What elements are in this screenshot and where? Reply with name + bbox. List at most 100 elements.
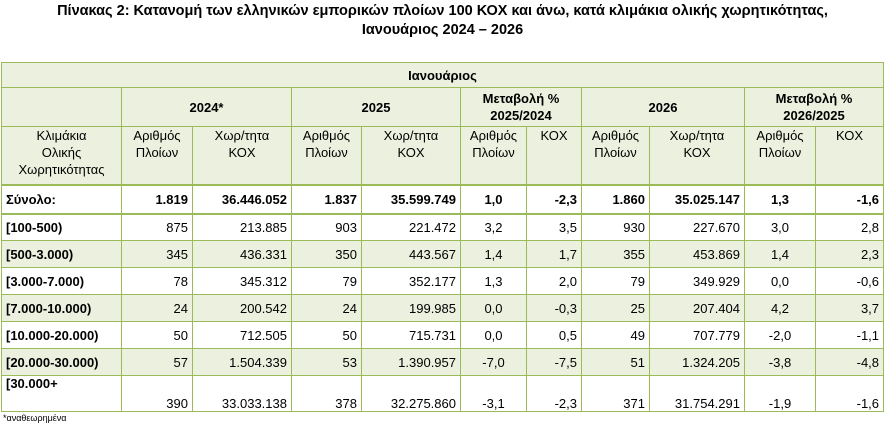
table-cell: 0,5 <box>526 321 582 349</box>
table-cell: -7,5 <box>526 348 582 376</box>
table-cell: 390 <box>121 375 193 412</box>
table-cell: -1,9 <box>744 375 816 412</box>
gt-header-line-1: Χωρ/τητα <box>214 128 270 143</box>
table-cell: -2,3 <box>526 375 582 412</box>
row-label: [3.000-7.000) <box>1 267 122 295</box>
gt-header-line-2: ΚΟΧ <box>228 145 256 160</box>
ships-header-line-2: Πλοίων <box>472 145 515 160</box>
ships-header-line-2: Πλοίων <box>135 145 179 160</box>
change-2026-line-2: 2026/2025 <box>783 108 845 123</box>
table-cell: 50 <box>291 321 362 349</box>
ships-2026-header: Αριθμός Πλοίων <box>581 126 650 185</box>
ships-header-line-2: Πλοίων <box>758 145 802 160</box>
table-cell: 25 <box>581 294 650 322</box>
total-cell: 1,0 <box>460 183 527 215</box>
table-cell: 50 <box>121 321 193 349</box>
table-title: Πίνακας 2: Κατανομή των ελληνικών εμπορι… <box>0 2 885 40</box>
year-2024-header: 2024* <box>121 87 292 127</box>
ships-header-line-1: Αριθμός <box>469 128 518 143</box>
table-cell: 1,7 <box>526 240 582 268</box>
total-cell: 1.837 <box>291 183 362 215</box>
table-cell: 349.929 <box>649 267 745 295</box>
table-cell: 443.567 <box>361 240 461 268</box>
gt-2025-header: Χωρ/τητα ΚΟΧ <box>361 126 461 185</box>
table-cell: 3,0 <box>744 213 816 241</box>
title-line-2: Ιανουάριος 2024 – 2026 <box>361 22 524 38</box>
table-cell: 78 <box>121 267 193 295</box>
table-row: [10.000-20.000) 50 712.505 50 715.731 0,0 0,5 4… <box>1 321 885 349</box>
table-cell: 350 <box>291 240 362 268</box>
class-header-line-2: Ολικής <box>41 145 82 160</box>
year-header-row: 2024* 2025 Μεταβολή % 2025/2024 2026 Μετ… <box>1 87 885 127</box>
table-cell: 371 <box>581 375 650 412</box>
table-cell: 200.542 <box>192 294 292 322</box>
table-cell: 712.505 <box>192 321 292 349</box>
total-cell: 1.860 <box>581 183 650 215</box>
table-cell: 0,0 <box>460 321 527 349</box>
table-cell: -3,1 <box>460 375 527 412</box>
table-cell: 903 <box>291 213 362 241</box>
kox-chg2-header: ΚΟΧ <box>814 126 885 185</box>
table-cell: -1,1 <box>814 321 885 349</box>
change-2026-header: Μεταβολή % 2026/2025 <box>743 87 885 127</box>
table-cell: 1,3 <box>460 267 527 295</box>
table-cell: 31.754.291 <box>649 375 745 412</box>
table-cell: 53 <box>291 348 362 376</box>
table-cell: 1,4 <box>460 240 527 268</box>
table-cell: 1.324.205 <box>649 348 745 376</box>
gt-header-line-1: Χωρ/τητα <box>383 128 439 143</box>
ships-header-line-1: Αριθμός <box>756 128 804 143</box>
table-cell: 213.885 <box>192 213 292 241</box>
class-header-line-3: Χωρητικότητας <box>18 162 105 177</box>
month-header: Ιανουάριος <box>0 62 885 88</box>
table-cell: -7,0 <box>460 348 527 376</box>
table-cell: 707.779 <box>649 321 745 349</box>
month-header-row: Ιανουάριος <box>0 62 885 88</box>
table-cell: 2,3 <box>814 240 885 268</box>
table-cell: 51 <box>581 348 650 376</box>
table-cell: 79 <box>581 267 650 295</box>
ships-chg1-header: Αριθμός Πλοίων <box>460 126 527 185</box>
table-cell: 4,2 <box>744 294 816 322</box>
ships-header-line-2: Πλοίων <box>305 145 348 160</box>
table-cell: 227.670 <box>649 213 745 241</box>
ships-header-line-1: Αριθμός <box>133 128 181 143</box>
table-cell: 199.985 <box>361 294 461 322</box>
gt-header-line-2: ΚΟΧ <box>397 145 425 160</box>
table-cell: 345.312 <box>192 267 292 295</box>
change-2026-line-1: Μεταβολή % <box>775 91 853 106</box>
table-cell: -0,3 <box>526 294 582 322</box>
table-cell: 352.177 <box>361 267 461 295</box>
table-cell: 1.390.957 <box>361 348 461 376</box>
table-cell: 32.275.860 <box>361 375 461 412</box>
total-label: Σύνολο: <box>1 183 122 215</box>
table-cell: 3,5 <box>526 213 582 241</box>
row-label: [100-500) <box>1 213 122 241</box>
gt-header-line-1: Χωρ/τητα <box>669 128 725 143</box>
gt-2024-header: Χωρ/τητα ΚΟΧ <box>192 126 292 185</box>
title-line-1: Πίνακας 2: Κατανομή των ελληνικών εμπορι… <box>57 3 828 19</box>
table-cell: 1,4 <box>744 240 816 268</box>
row-label: [10.000-20.000) <box>1 321 122 349</box>
table-cell: -4,8 <box>814 348 885 376</box>
gt-2026-header: Χωρ/τητα ΚΟΧ <box>649 126 745 185</box>
table-cell: 0,0 <box>460 294 527 322</box>
kox-chg1-header: ΚΟΧ <box>526 126 582 185</box>
table-cell: 345 <box>121 240 193 268</box>
table-cell: 33.033.138 <box>192 375 292 412</box>
change-2025-line-1: Μεταβολή % <box>482 91 560 106</box>
ships-header-line-2: Πλοίων <box>594 145 637 160</box>
total-cell: -2,3 <box>526 183 582 215</box>
total-cell: 1,3 <box>744 183 816 215</box>
table-cell: 453.869 <box>649 240 745 268</box>
data-rows: [100-500) 875 213.885 903 221.472 3,2 3,5 930 22… <box>1 213 885 412</box>
year-2026-header: 2026 <box>581 87 745 127</box>
class-header-line-1: Κλιμάκια <box>36 128 87 143</box>
table-cell: -3,8 <box>744 348 816 376</box>
table-cell: 3,7 <box>814 294 885 322</box>
ships-header-line-1: Αριθμός <box>302 128 351 143</box>
table-cell: 24 <box>291 294 362 322</box>
table-cell: 207.404 <box>649 294 745 322</box>
table-cell: -2,0 <box>744 321 816 349</box>
total-row: Σύνολο: 1.819 36.446.052 1.837 35.599.74… <box>1 183 885 215</box>
